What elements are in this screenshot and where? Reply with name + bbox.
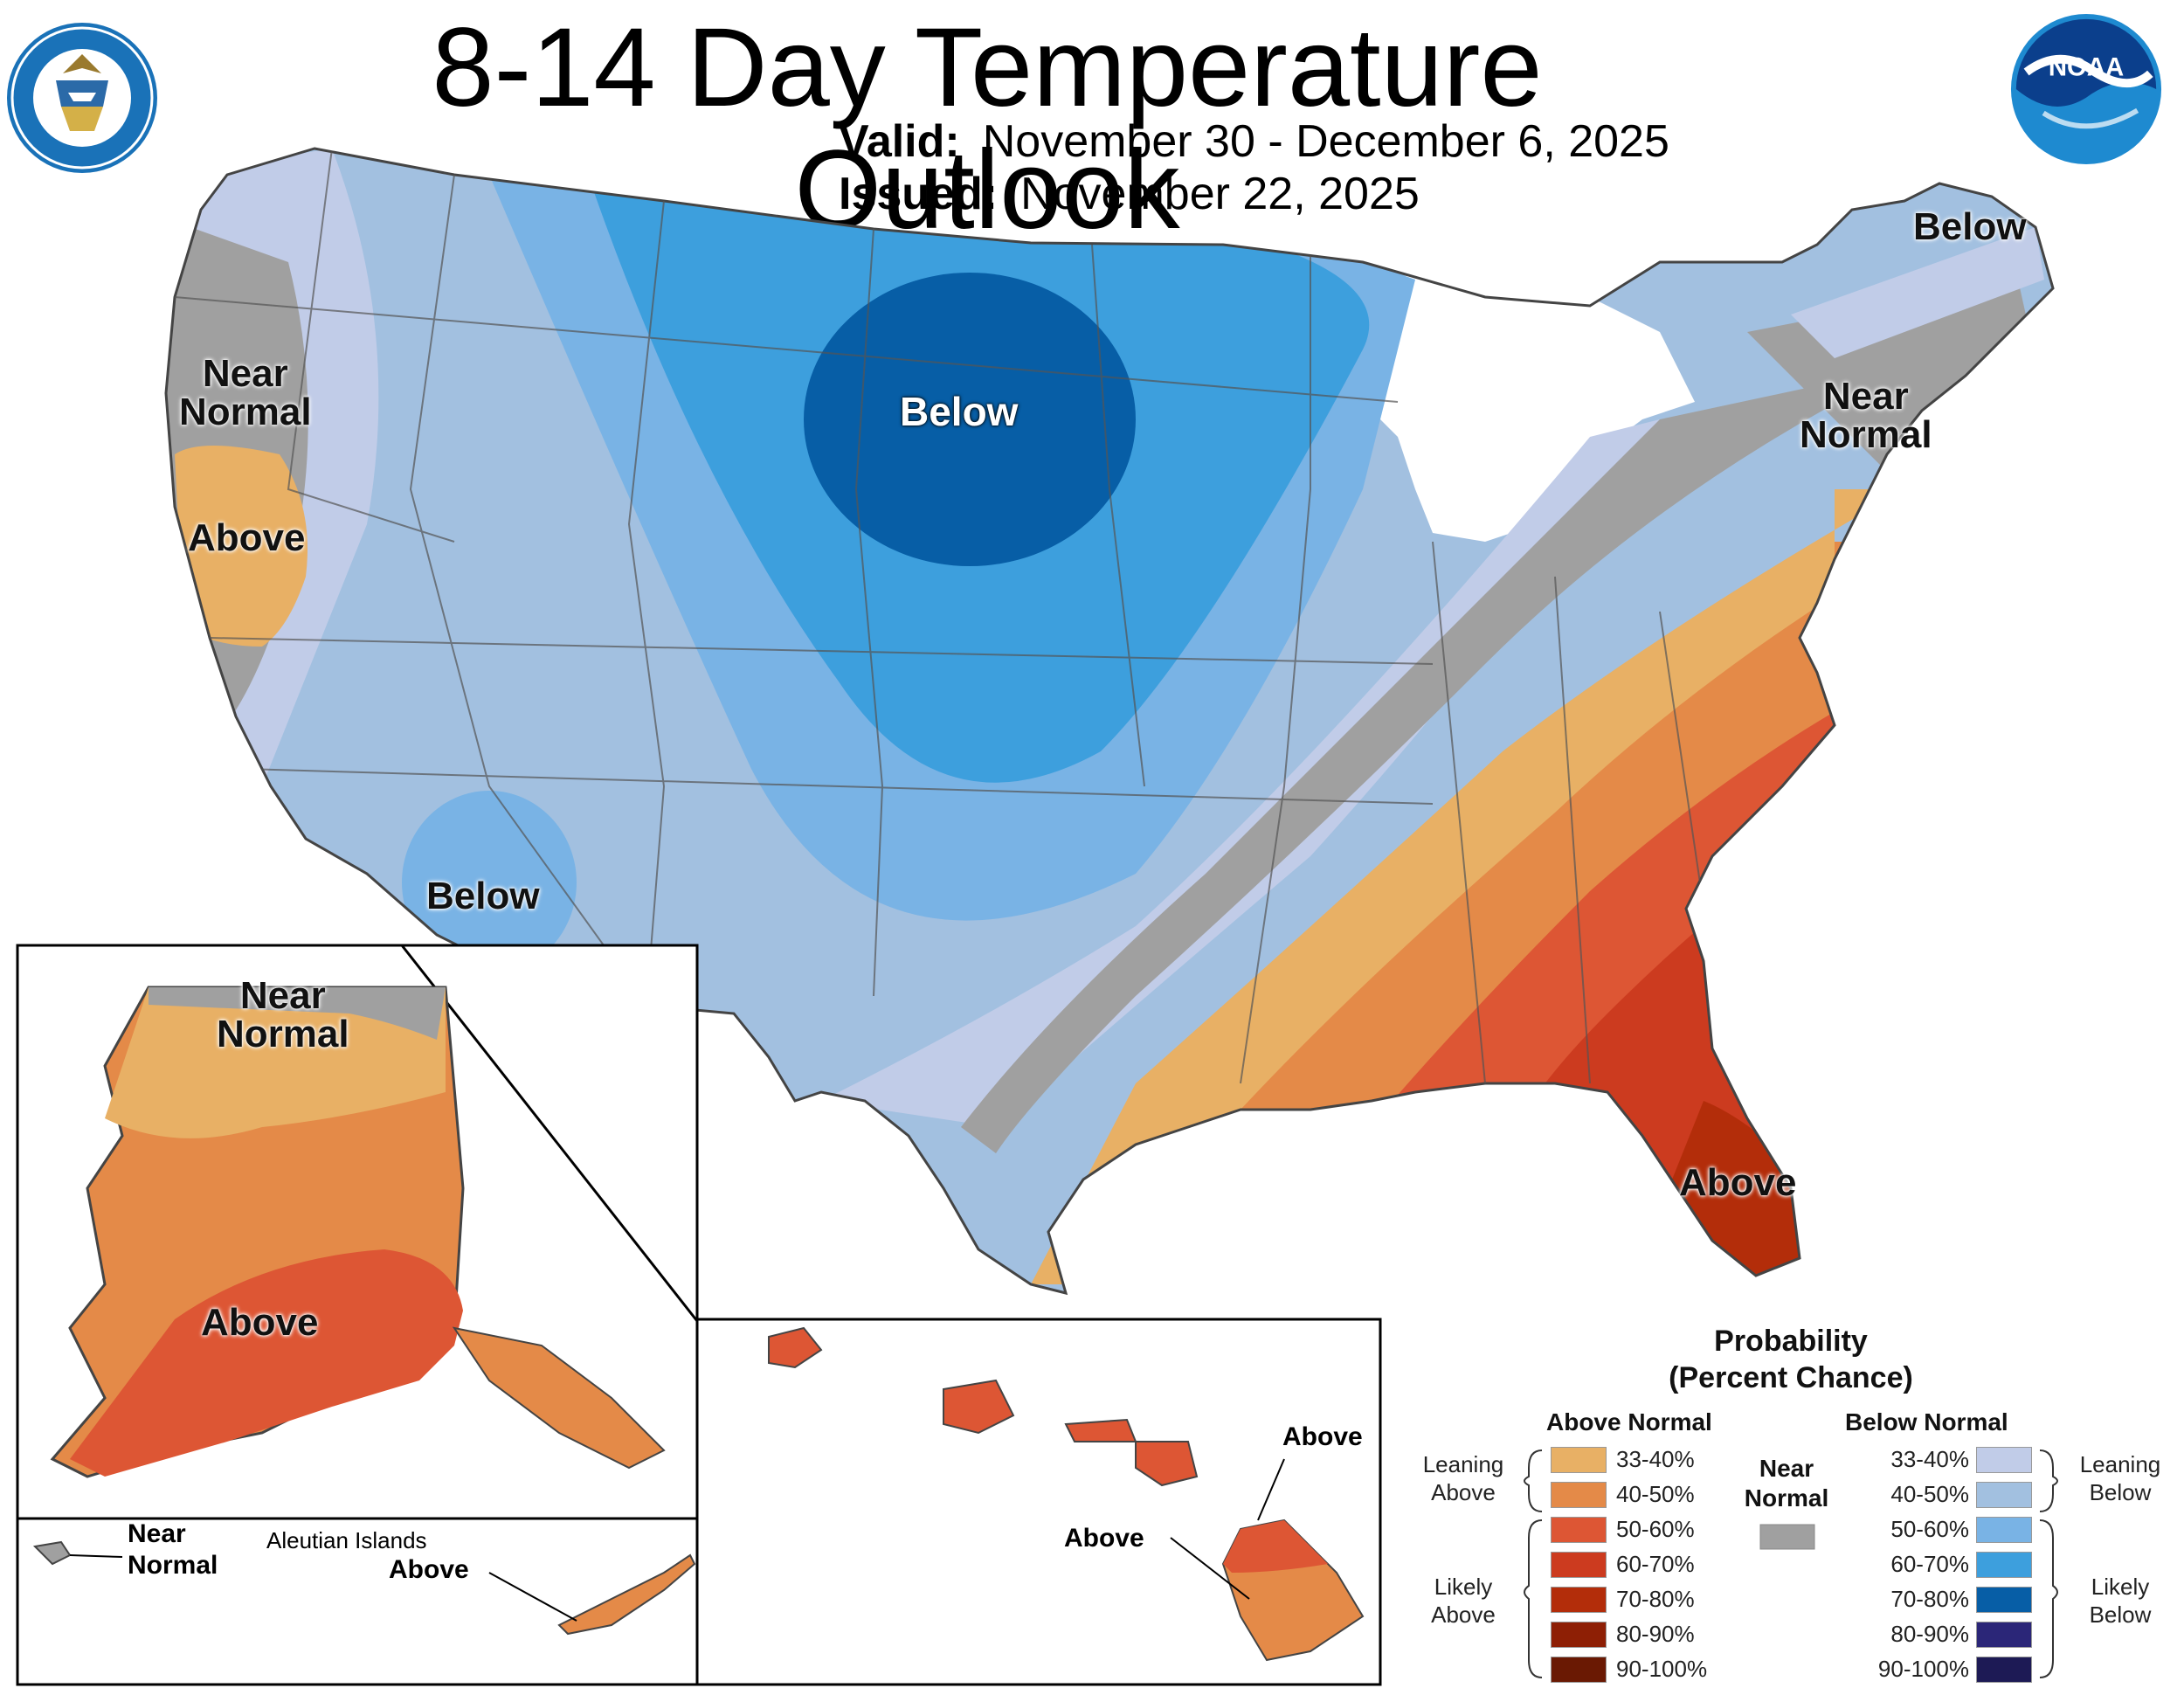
valid-value: November 30 - December 6, 2025 xyxy=(982,116,1669,167)
alaska-near-normal xyxy=(149,987,446,1040)
aleutian-islands xyxy=(557,1553,696,1636)
label-below-southwest: Below xyxy=(426,875,540,917)
north-plains-70-80 xyxy=(804,273,1136,566)
legend-leaning-below: Leaning Below xyxy=(2079,1451,2161,1505)
legend-below-swatch-3 xyxy=(1976,1552,2032,1578)
east-near-normal-band xyxy=(961,367,1904,1153)
label-below-north-plains: Below xyxy=(900,389,1019,434)
legend-below-swatch-1 xyxy=(1976,1482,2032,1508)
valid-label: Valid: xyxy=(839,116,960,167)
legend-above-swatch-1 xyxy=(1551,1482,1607,1508)
legend-above-swatch-0 xyxy=(1551,1447,1607,1473)
legend-leaning-above: Leaning Above xyxy=(1422,1451,1504,1505)
legend-below-range-6: 90-100% xyxy=(1877,1656,1969,1682)
state-borders xyxy=(174,149,1731,1084)
svg-text:NOAA: NOAA xyxy=(2049,52,2124,81)
legend-below-range-5: 80-90% xyxy=(1890,1621,1969,1647)
alaska-above-50-60 xyxy=(70,1249,463,1477)
issued-label: Issued: xyxy=(839,169,999,219)
oahu-island xyxy=(943,1379,1015,1435)
legend-below-swatch-6 xyxy=(1976,1657,2032,1683)
issued-line: Issued: November 22, 2025 xyxy=(839,168,1420,220)
legend-below-range-0: 33-40% xyxy=(1890,1446,1969,1472)
legend-likely-above: Likely Above xyxy=(1431,1574,1496,1628)
legend-above-header: Above Normal xyxy=(1546,1408,1712,1435)
legend-above-range-1: 40-50% xyxy=(1616,1481,1695,1507)
legend-above-range-2: 50-60% xyxy=(1616,1516,1695,1542)
molokai-island xyxy=(1064,1418,1137,1442)
page-title: 8-14 Day Temperature Outlook xyxy=(432,5,1543,253)
legend-below-swatch-5 xyxy=(1976,1622,2032,1648)
legend-above-swatch-3 xyxy=(1551,1552,1607,1578)
legend-near-header: Near Normal xyxy=(1744,1455,1829,1512)
legend-above-range-6: 90-100% xyxy=(1616,1656,1708,1682)
legend-likely-below: Likely Below xyxy=(2089,1574,2152,1628)
maui-island xyxy=(1135,1441,1199,1487)
label-hawaii-above-2: Above xyxy=(1064,1524,1144,1553)
legend-above-range-4: 70-80% xyxy=(1616,1586,1695,1612)
legend-above-range-0: 33-40% xyxy=(1616,1446,1695,1472)
legend-below-swatch-2 xyxy=(1976,1517,2032,1543)
east-leaning-below-band xyxy=(821,419,1660,1127)
alaska-north-33-40 xyxy=(105,987,446,1138)
legend-below-swatch-4 xyxy=(1976,1587,2032,1613)
big-island-north xyxy=(1223,1520,1328,1573)
legend-above-swatch-2 xyxy=(1551,1517,1607,1543)
maine-leaning-below xyxy=(1791,227,2044,358)
legend-near-swatch xyxy=(1759,1524,1815,1550)
legend-above-swatch-6 xyxy=(1551,1657,1607,1683)
label-aleutian-near: Near Normal xyxy=(128,1519,218,1580)
legend-below-header: Below Normal xyxy=(1845,1408,2008,1435)
label-hawaii-above-1: Above xyxy=(1282,1422,1363,1451)
label-aleutian-above: Above xyxy=(389,1555,469,1584)
legend-below-range-1: 40-50% xyxy=(1890,1481,1969,1507)
label-near-northeast: Near Normal xyxy=(1800,375,1932,456)
label-alaska-above: Above xyxy=(201,1301,319,1344)
issued-value: November 22, 2025 xyxy=(1020,169,1420,219)
label-above-california: Above xyxy=(188,516,306,559)
legend-above-range-5: 80-90% xyxy=(1616,1621,1695,1647)
label-above-florida: Above xyxy=(1679,1161,1797,1204)
legend-below-swatch-0 xyxy=(1976,1447,2032,1473)
legend-below-range-4: 70-80% xyxy=(1890,1586,1969,1612)
kauai-island xyxy=(768,1326,823,1369)
label-aleutian-title: Aleutian Islands xyxy=(266,1527,427,1553)
label-alaska-near: Near Normal xyxy=(217,974,349,1055)
southwest-below-blob xyxy=(402,791,577,974)
doc-seal-icon xyxy=(7,23,157,173)
legend-above-swatch-4 xyxy=(1551,1587,1607,1613)
legend-below-range-2: 50-60% xyxy=(1890,1516,1969,1542)
legend-title: Probability (Percent Chance) xyxy=(1669,1325,1913,1394)
valid-line: Valid: November 30 - December 6, 2025 xyxy=(839,115,1669,168)
legend-below-range-3: 60-70% xyxy=(1890,1551,1969,1577)
label-below-maine: Below xyxy=(1913,205,2027,248)
legend-above-range-3: 60-70% xyxy=(1616,1551,1695,1577)
noaa-logo-icon: NOAA xyxy=(2010,13,2162,165)
alaska-panhandle xyxy=(452,1326,666,1470)
label-near-west: Near Normal xyxy=(179,352,312,433)
california-above xyxy=(175,446,308,647)
legend-above-swatch-5 xyxy=(1551,1622,1607,1648)
